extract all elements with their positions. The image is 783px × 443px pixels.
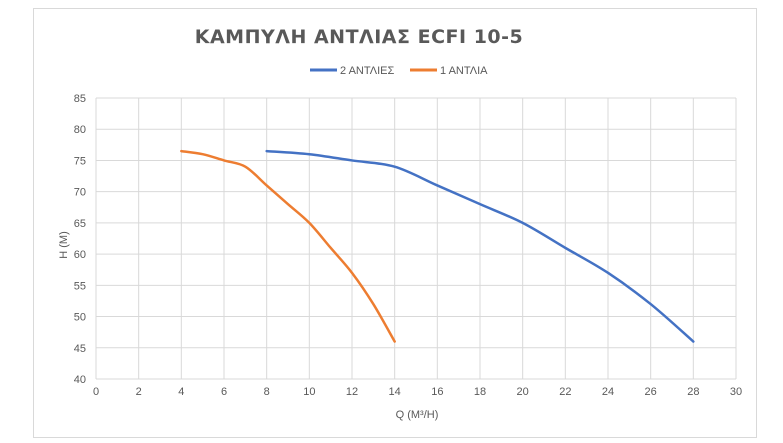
y-tick-label-55: 55 (74, 280, 86, 292)
series-line-1-αντλια (180, 149, 396, 343)
x-tick-label-10: 10 (303, 386, 315, 398)
y-axis-label: H (M) (58, 231, 70, 259)
y-tick-label-70: 70 (74, 187, 86, 199)
x-tick-label-26: 26 (645, 386, 657, 398)
y-tick-label-75: 75 (74, 155, 86, 167)
y-tick-label-45: 45 (74, 343, 86, 355)
chart-frame: ΚΑΜΠΥΛΗ ΑΝΤΛΙΑΣ ECFI 10-5 2 ΑΝΤΛΙΕΣ 1 ΑΝ… (33, 8, 757, 438)
y-tick-label-60: 60 (74, 249, 86, 261)
x-tick-label-2: 2 (136, 386, 142, 398)
series-lines (180, 149, 695, 343)
series-line-2-αντλιες (265, 149, 695, 343)
legend-label-1-antlia: 1 ΑΝΤΛΙΑ (440, 65, 488, 77)
y-axis-ticks: 40 45 50 55 60 65 70 75 80 85 (74, 93, 86, 386)
x-tick-label-12: 12 (346, 386, 358, 398)
x-tick-label-16: 16 (431, 386, 443, 398)
y-tick-label-40: 40 (74, 374, 86, 386)
x-tick-label-0: 0 (93, 386, 99, 398)
y-tick-label-50: 50 (74, 312, 86, 324)
y-tick-label-65: 65 (74, 218, 86, 230)
x-tick-label-30: 30 (730, 386, 742, 398)
legend: 2 ΑΝΤΛΙΕΣ 1 ΑΝΤΛΙΑ (310, 65, 488, 77)
y-tick-label-80: 80 (74, 124, 86, 136)
x-tick-label-8: 8 (264, 386, 270, 398)
x-tick-label-14: 14 (389, 386, 401, 398)
x-tick-label-6: 6 (221, 386, 227, 398)
y-tick-label-85: 85 (74, 93, 86, 105)
x-tick-label-20: 20 (517, 386, 529, 398)
line-chart: ΚΑΜΠΥΛΗ ΑΝΤΛΙΑΣ ECFI 10-5 2 ΑΝΤΛΙΕΣ 1 ΑΝ… (58, 26, 742, 421)
chart-title: ΚΑΜΠΥΛΗ ΑΝΤΛΙΑΣ ECFI 10-5 (195, 26, 524, 48)
legend-label-2-antlies: 2 ΑΝΤΛΙΕΣ (340, 65, 394, 77)
x-tick-label-22: 22 (559, 386, 571, 398)
gridlines (95, 97, 737, 380)
x-tick-label-24: 24 (602, 386, 614, 398)
x-tick-label-4: 4 (178, 386, 184, 398)
x-axis-ticks: 0 2 4 6 8 10 12 14 16 18 20 22 24 26 28 30 (93, 386, 742, 398)
x-axis-label: Q (M³/H) (396, 409, 439, 421)
x-tick-label-18: 18 (474, 386, 486, 398)
x-tick-label-28: 28 (687, 386, 699, 398)
